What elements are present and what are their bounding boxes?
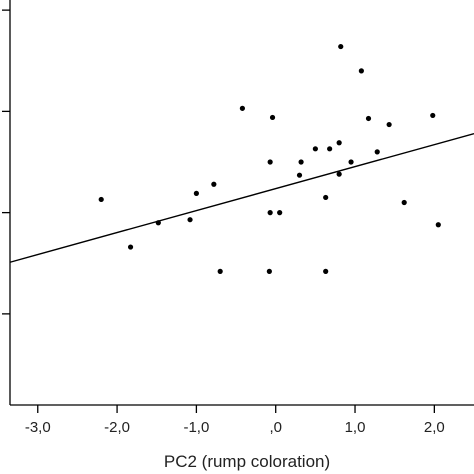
data-point [127,244,134,250]
data-point [435,222,441,228]
data-point [187,217,193,223]
data-point [217,268,223,274]
data-point [269,114,276,121]
y-ticks [2,9,10,315]
x-tick-label: 2,0 [424,419,445,436]
data-point [193,190,199,196]
x-tick-label: -1,0 [183,419,209,436]
data-point [277,210,283,216]
data-point [336,140,342,146]
data-point [386,121,392,128]
data-point [239,105,245,111]
data-point [298,159,304,165]
x-tick-label: -3,0 [25,419,51,436]
data-point [358,68,364,74]
data-point [267,210,273,216]
data-point [365,115,372,122]
data-point [312,146,318,152]
data-point [430,112,436,119]
data-point [98,196,104,203]
data-point [155,220,161,226]
data-points [98,43,441,274]
data-point [401,199,407,206]
data-point [348,159,354,165]
x-tick-label: ,0 [269,419,282,436]
x-tick-label: 1,0 [345,419,366,436]
x-axis-title: PC2 (rump coloration) [164,452,330,471]
data-point [336,171,342,177]
regression-line [9,132,474,263]
data-point [296,172,303,178]
x-ticks: -3,0 -2,0 -1,0 ,0 1,0 2,0 [25,405,445,436]
data-point [327,146,333,152]
data-point [323,268,329,274]
data-point [267,159,273,165]
data-point [211,181,217,187]
data-point [374,149,380,155]
data-point [338,43,344,50]
data-point [323,194,329,201]
plot-area: -3,0 -2,0 -1,0 ,0 1,0 2,0 [2,0,474,436]
x-tick-label: -2,0 [104,419,130,436]
data-point [266,268,272,274]
